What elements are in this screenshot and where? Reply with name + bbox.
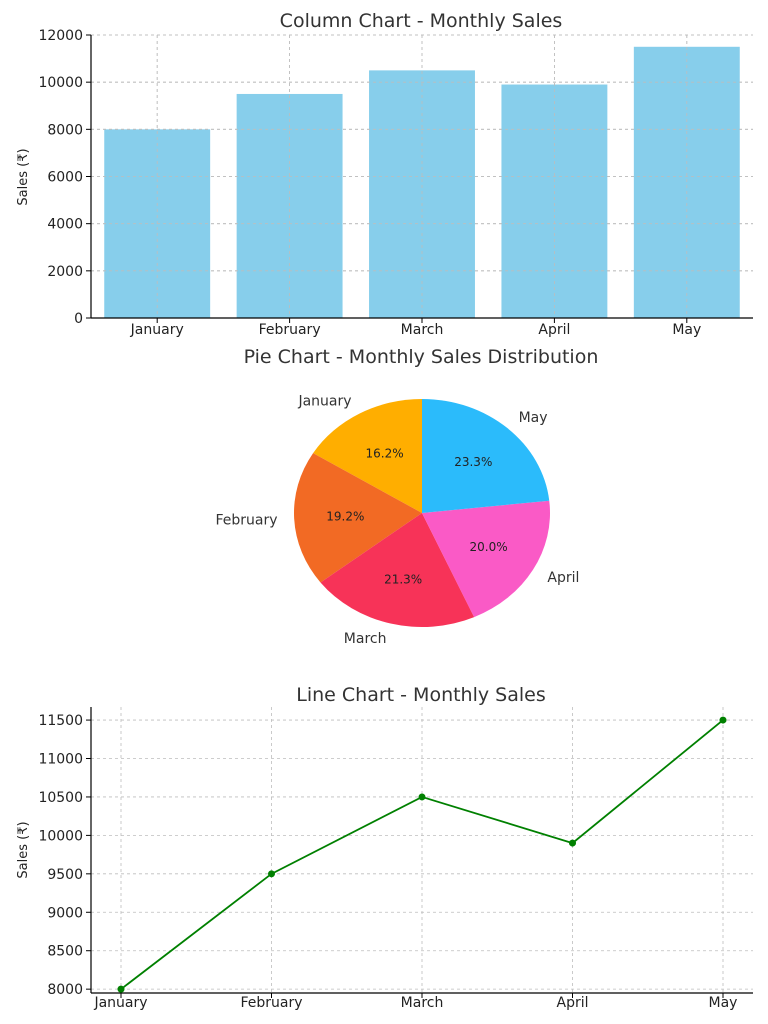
pie-slice-label: March [344,631,387,647]
column-chart-ytick-label: 6000 [47,170,83,186]
pie-slice-percent: 21.3% [384,572,422,586]
line-chart-point [268,870,275,878]
line-chart-ytick-label: 10000 [38,828,83,844]
pie-slice-percent: 19.2% [326,509,364,523]
pie-slice-label: January [297,393,351,409]
column-chart-xtick-label: March [401,322,444,338]
line-chart-point [569,839,576,847]
line-chart-ylabel: Sales (₹) [16,821,31,878]
pie-slice [422,500,550,618]
pie-slice [294,453,422,583]
line-chart-ytick-label: 11000 [38,752,83,768]
column-chart-ytick-label: 4000 [47,217,83,233]
pie-slice [313,399,422,513]
pie-slice [422,399,550,513]
line-chart-point [418,793,426,801]
column-chart: Column Chart - Monthly Sales Sales (₹) 0… [16,10,753,338]
column-chart-ytick-label: 8000 [47,122,83,138]
pie-slice-label: May [519,410,548,426]
pie-slice-label: February [216,513,278,529]
pie-chart-title: Pie Chart - Monthly Sales Distribution [244,346,599,368]
line-chart-ytick-label: 8000 [47,982,83,998]
column-chart-title: Column Chart - Monthly Sales [280,10,563,32]
column-chart-ytick-label: 12000 [38,28,83,44]
line-chart-ytick-label: 9500 [47,867,83,883]
pie-slice [320,513,475,627]
pie-slice-percent: 23.3% [454,455,492,469]
column-chart-ytick-label: 10000 [38,75,83,91]
line-chart-title: Line Chart - Monthly Sales [296,684,545,706]
line-chart: Line Chart - Monthly Sales Sales (₹) 800… [16,684,753,1011]
line-chart-xtick-label: May [709,995,738,1011]
column-chart-ylabel: Sales (₹) [16,148,31,205]
line-chart-ytick-label: 11500 [38,713,83,729]
line-chart-xtick-label: January [93,995,147,1011]
column-chart-xtick-label: February [259,322,321,338]
column-chart-xtick-label: April [538,322,570,338]
pie-slice-percent: 20.0% [470,540,508,554]
line-chart-xtick-label: March [401,995,444,1011]
line-chart-xtick-label: February [240,995,302,1011]
pie-chart: Pie Chart - Monthly Sales Distribution 1… [216,346,599,647]
pie-slice-percent: 16.2% [366,446,404,460]
line-chart-ytick-label: 8500 [47,944,83,960]
line-chart-ytick-label: 9000 [47,905,83,921]
line-chart-point [719,716,727,724]
column-chart-ytick-label: 0 [74,311,83,327]
line-chart-ytick-label: 10500 [38,790,83,806]
pie-slice-label: April [547,570,579,586]
column-chart-ytick-label: 2000 [47,264,83,280]
column-chart-bar [501,84,608,319]
line-chart-xtick-label: April [557,995,589,1011]
line-chart-point [117,985,125,993]
column-chart-xtick-label: May [672,322,701,338]
column-chart-xtick-label: January [130,322,184,338]
